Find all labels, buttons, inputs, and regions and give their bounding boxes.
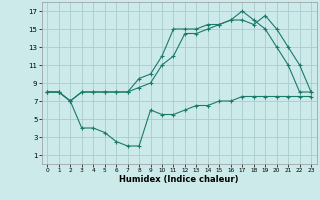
X-axis label: Humidex (Indice chaleur): Humidex (Indice chaleur) xyxy=(119,175,239,184)
